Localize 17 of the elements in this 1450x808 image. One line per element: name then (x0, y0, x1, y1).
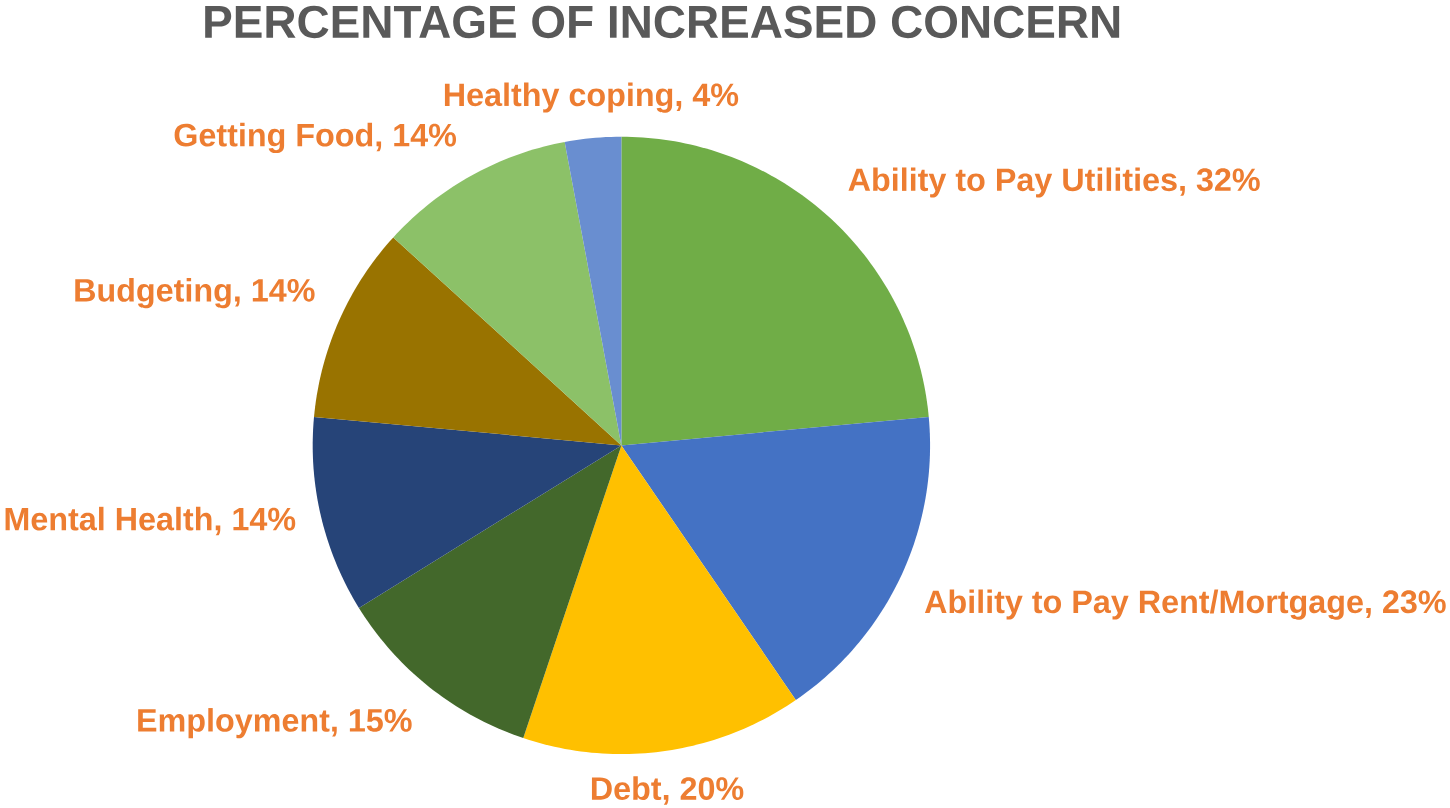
slice-label: Debt (591, 776, 662, 800)
slice-label: Healthy coping (444, 82, 673, 113)
slice-label: Mental Health (5, 506, 212, 531)
slice-label: Getting Food (174, 122, 373, 154)
data-label: , 15% (332, 708, 412, 737)
data-label: , 32% (1180, 168, 1260, 196)
data-label: , 23% (1366, 590, 1446, 618)
data-label: , 20% (663, 777, 744, 805)
data-label: , 14% (376, 123, 457, 152)
data-label: , 4% (676, 83, 739, 111)
slice-label: Employment (138, 708, 330, 739)
data-label: , 14% (215, 507, 296, 536)
chart-title: PERCENTAGE OF INCREASED CONCERN (205, 5, 1120, 39)
data-label: , 14% (235, 278, 315, 307)
slice-label: Budgeting (75, 277, 231, 309)
slice-label: Ability to Pay Utilities (848, 167, 1177, 198)
slice-label: Ability to Pay Rent/Mortgage (924, 589, 1363, 620)
